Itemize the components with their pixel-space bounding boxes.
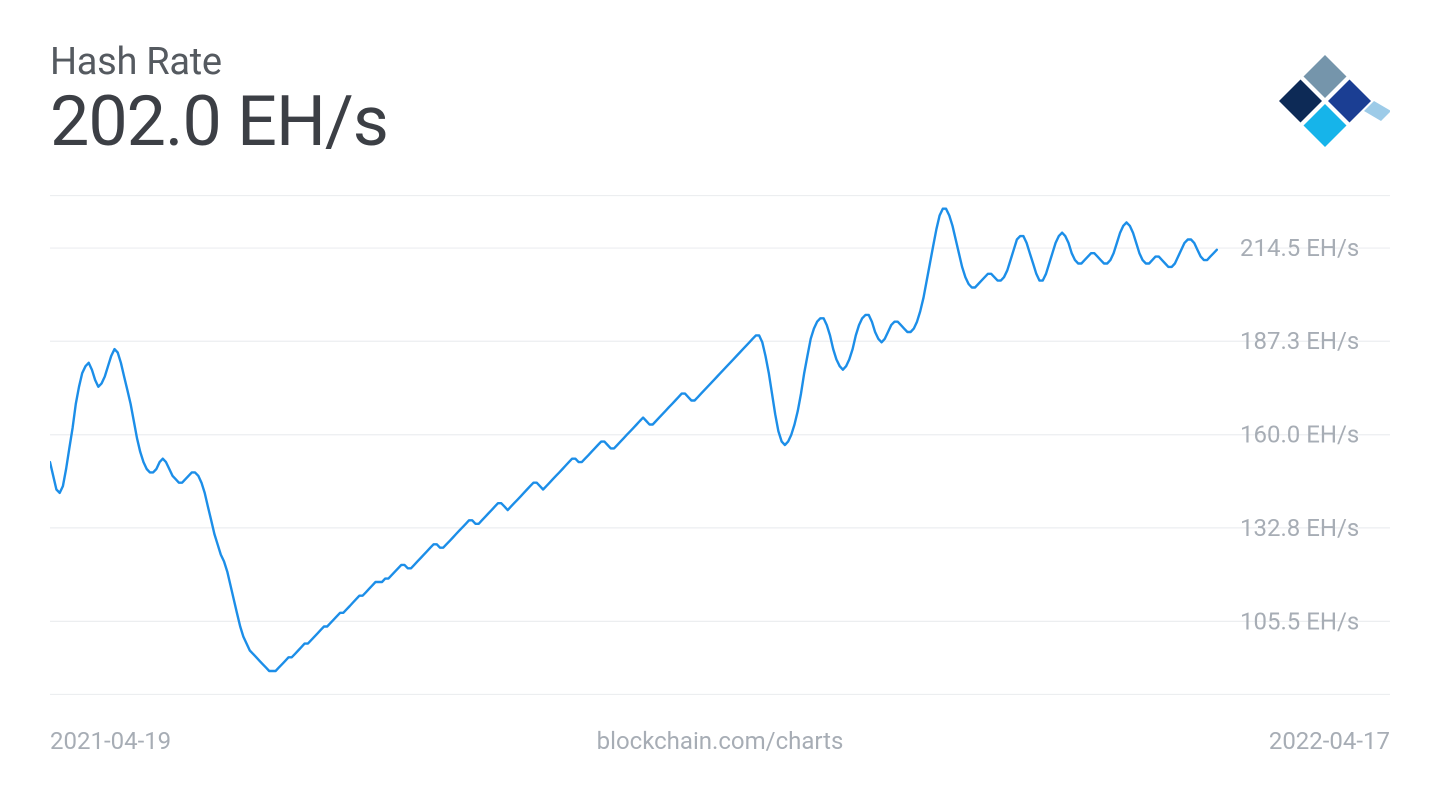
chart-footer: 2021-04-19 blockchain.com/charts 2022-04… [50, 727, 1390, 755]
chart-header: Hash Rate 202.0 EH/s [50, 40, 388, 160]
hashrate-series-line [50, 209, 1217, 671]
x-axis-start-date: 2021-04-19 [50, 727, 171, 755]
chart-source-label: blockchain.com/charts [597, 727, 844, 755]
y-tick-label: 132.8 EH/s [1240, 514, 1359, 542]
y-tick-label: 160.0 EH/s [1240, 421, 1359, 449]
y-tick-label: 105.5 EH/s [1240, 607, 1359, 635]
x-axis-end-date: 2022-04-17 [1269, 727, 1390, 755]
y-tick-label: 187.3 EH/s [1240, 327, 1359, 355]
y-tick-label: 214.5 EH/s [1240, 234, 1359, 262]
hashrate-line-chart: 105.5 EH/s 132.8 EH/s 160.0 EH/s 187.3 EH/s… [50, 195, 1390, 695]
chart-title: Hash Rate [50, 40, 388, 84]
chart-current-value: 202.0 EH/s [50, 86, 388, 160]
blockchain-logo-icon [1260, 36, 1390, 166]
